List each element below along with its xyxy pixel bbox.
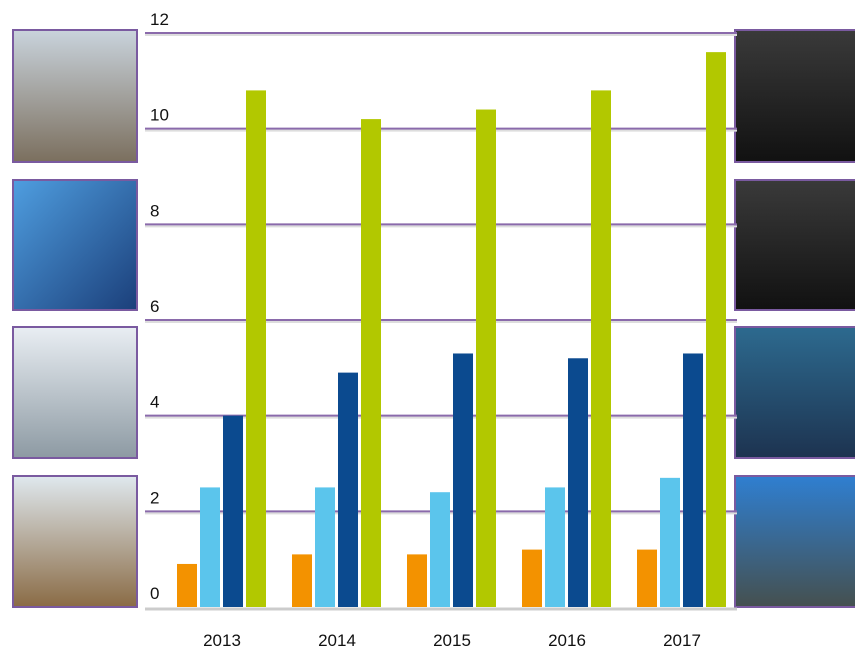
bar: [361, 119, 381, 607]
bar: [223, 415, 243, 607]
bar: [453, 353, 473, 607]
bar: [292, 554, 312, 607]
photo: [734, 29, 855, 163]
photo: [12, 179, 138, 311]
bar: [545, 487, 565, 607]
x-tick-label: 2016: [548, 631, 586, 650]
y-tick-label: 4: [150, 393, 159, 412]
photos: [12, 29, 855, 608]
y-tick-label: 6: [150, 297, 159, 316]
bar: [522, 549, 542, 607]
y-tick-label: 12: [150, 10, 169, 29]
bar: [660, 477, 680, 607]
x-tick-label: 2013: [203, 631, 241, 650]
bar: [430, 492, 450, 607]
y-tick-label: 0: [150, 584, 159, 603]
bar: [706, 52, 726, 607]
photo: [734, 179, 855, 311]
x-tick-label: 2014: [318, 631, 356, 650]
bar: [683, 353, 703, 607]
bar: [407, 554, 427, 607]
bar: [315, 487, 335, 607]
bar: [200, 487, 220, 607]
bar: [338, 372, 358, 607]
photo: [734, 475, 855, 608]
x-tick-label: 2017: [663, 631, 701, 650]
bar: [246, 90, 266, 607]
photo: [12, 29, 138, 163]
bar: [177, 563, 197, 607]
bar: [476, 109, 496, 608]
y-tick-label: 10: [150, 106, 169, 125]
photo: [734, 326, 855, 459]
y-tick-label: 8: [150, 201, 159, 220]
bar: [591, 90, 611, 607]
y-tick-label: 2: [150, 488, 159, 507]
bar: [637, 549, 657, 607]
photo: [12, 475, 138, 608]
bar: [568, 358, 588, 607]
photo: [12, 326, 138, 459]
x-tick-label: 2015: [433, 631, 471, 650]
